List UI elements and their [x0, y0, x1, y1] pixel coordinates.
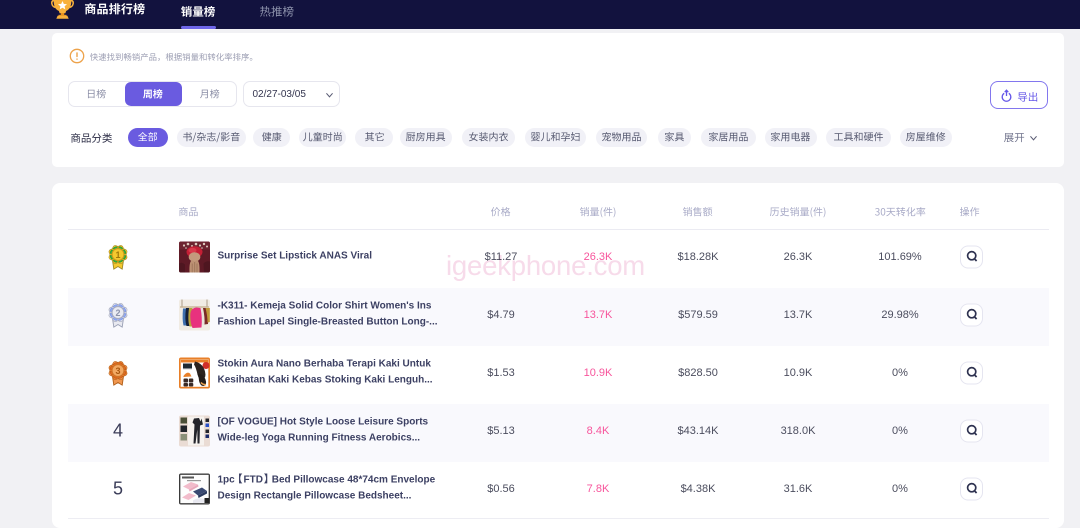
svg-text:2: 2 — [115, 308, 120, 318]
svg-text:1: 1 — [115, 250, 120, 260]
svg-text:3: 3 — [115, 366, 120, 376]
